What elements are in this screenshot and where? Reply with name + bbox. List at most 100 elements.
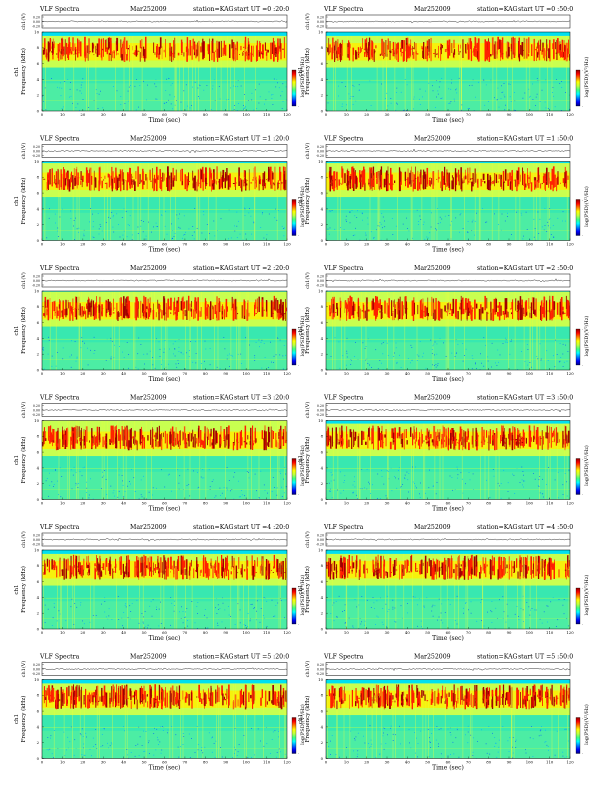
x-tick-label: 50 bbox=[425, 501, 430, 506]
spectrum-red-streak bbox=[228, 434, 230, 449]
spectrum-noise-dot bbox=[415, 486, 416, 487]
spectrum-noise-dot bbox=[463, 228, 464, 229]
spectrum-noise-dot bbox=[271, 95, 272, 96]
spectrum-red-streak bbox=[522, 299, 523, 308]
spectrum-red-streak bbox=[247, 52, 248, 59]
spectrum-red-streak bbox=[458, 45, 459, 52]
spectrum-noise-dot bbox=[508, 491, 509, 492]
spectrum-red-streak bbox=[368, 52, 369, 53]
spectrum-red-streak bbox=[560, 183, 561, 184]
spectrum-impulse bbox=[434, 163, 435, 240]
spectrum-red-streak bbox=[207, 307, 209, 316]
spectrum-red-streak bbox=[462, 300, 463, 314]
spectrum-impulse bbox=[192, 36, 193, 111]
spectrum-red-streak bbox=[188, 434, 190, 441]
spectrum-red-streak bbox=[95, 303, 97, 319]
spectrum-impulse bbox=[486, 292, 487, 370]
spectrum-noise-dot bbox=[499, 486, 500, 487]
spectrum-red-streak bbox=[236, 566, 238, 579]
spectrum-noise-dot bbox=[432, 364, 433, 365]
spectrum-impulse bbox=[532, 292, 533, 370]
spectrum-noise-dot bbox=[561, 110, 562, 111]
spectrogram-ylabel: Frequency (kHz) bbox=[304, 307, 311, 354]
spectrum-red-streak bbox=[164, 571, 165, 572]
spectrum-red-streak bbox=[167, 166, 169, 191]
spectrum-noise-dot bbox=[106, 222, 107, 223]
spectrum-red-streak bbox=[121, 54, 123, 60]
spectrum-red-streak bbox=[205, 178, 206, 184]
spectrum-noise-dot bbox=[45, 622, 46, 623]
spectrum-red-streak bbox=[120, 434, 121, 448]
spectrum-red-streak bbox=[355, 50, 356, 59]
spectrum-red-streak bbox=[547, 564, 548, 575]
spectrum-noise-dot bbox=[276, 220, 277, 221]
spectrum-noise-dot bbox=[538, 212, 539, 213]
y-tick-label: 8 bbox=[321, 45, 324, 50]
x-tick-label: 40 bbox=[405, 371, 410, 376]
spectrum-red-streak bbox=[226, 168, 227, 181]
spectrum-impulse bbox=[79, 163, 80, 240]
panel-title: VLF Spectra bbox=[39, 265, 80, 272]
spectrum-noise-dot bbox=[469, 472, 470, 473]
spectrum-red-streak bbox=[410, 46, 411, 56]
x-tick-label: 20 bbox=[364, 371, 369, 376]
spectrum-red-streak bbox=[427, 562, 428, 573]
spectrum-noise-dot bbox=[530, 109, 531, 110]
spectrum-noise-dot bbox=[425, 91, 426, 92]
spectrum-noise-dot bbox=[386, 495, 387, 496]
spectrum-red-streak bbox=[380, 433, 382, 447]
spectrum-low-band bbox=[42, 83, 287, 111]
spectrum-red-streak bbox=[118, 429, 120, 441]
x-tick-label: 20 bbox=[80, 112, 85, 117]
spectrum-red-streak bbox=[476, 428, 477, 447]
spectrum-noise-dot bbox=[401, 367, 402, 368]
spectrum-noise-dot bbox=[127, 236, 128, 237]
y-tick-label: 6 bbox=[321, 320, 324, 325]
x-tick-label: 90 bbox=[223, 242, 228, 247]
spectrum-noise-dot bbox=[111, 356, 112, 357]
spectrum-red-streak bbox=[331, 306, 332, 313]
spectrum-impulse bbox=[507, 36, 508, 111]
spectrum-noise-dot bbox=[123, 485, 124, 486]
spectrum-noise-dot bbox=[47, 478, 48, 479]
spectrum-noise-dot bbox=[256, 490, 257, 491]
spectrum-red-streak bbox=[259, 297, 260, 312]
spectrogram-image bbox=[42, 421, 288, 500]
spectrum-red-streak bbox=[134, 562, 135, 578]
spectrum-red-streak bbox=[148, 558, 149, 570]
spectrum-impulse bbox=[255, 36, 256, 111]
spectrum-noise-dot bbox=[424, 222, 425, 223]
spectrum-noise-dot bbox=[49, 208, 50, 209]
spectrum-impulse bbox=[433, 292, 434, 370]
y-tick-label: 6 bbox=[37, 191, 40, 196]
spectrum-noise-dot bbox=[146, 239, 147, 240]
spectrum-noise-dot bbox=[178, 363, 179, 364]
spectrum-red-streak bbox=[469, 312, 470, 313]
spectrum-impulse bbox=[451, 163, 452, 240]
spectrum-noise-dot bbox=[337, 490, 338, 491]
spectrogram-channel-label: ch1 bbox=[14, 325, 20, 335]
spectrum-red-streak bbox=[225, 49, 226, 53]
spectrum-red-streak bbox=[242, 564, 243, 577]
spectrum-noise-dot bbox=[280, 95, 281, 96]
spectrum-noise-dot bbox=[233, 86, 234, 87]
spectrum-red-streak bbox=[371, 428, 372, 444]
spectrum-impulse bbox=[60, 554, 61, 629]
spectrum-red-streak bbox=[75, 50, 76, 61]
spectrum-low-band bbox=[326, 601, 570, 629]
spectrum-noise-dot bbox=[536, 97, 537, 98]
x-tick-label: 70 bbox=[182, 242, 187, 247]
spectrum-impulse bbox=[248, 421, 249, 500]
spectrum-noise-dot bbox=[387, 106, 388, 107]
spectrum-noise-dot bbox=[347, 353, 348, 354]
spectrum-noise-dot bbox=[132, 239, 133, 240]
spectrum-red-streak bbox=[525, 302, 526, 317]
spectrum-impulse bbox=[115, 292, 116, 370]
spectrum-red-streak bbox=[232, 297, 233, 308]
spectrum-red-streak bbox=[192, 171, 193, 181]
spectrum-noise-dot bbox=[256, 619, 257, 620]
spectrum-red-streak bbox=[172, 53, 173, 57]
spectrum-noise-dot bbox=[282, 496, 283, 497]
spectrum-impulse bbox=[432, 163, 433, 240]
spectrum-noise-dot bbox=[104, 470, 105, 471]
